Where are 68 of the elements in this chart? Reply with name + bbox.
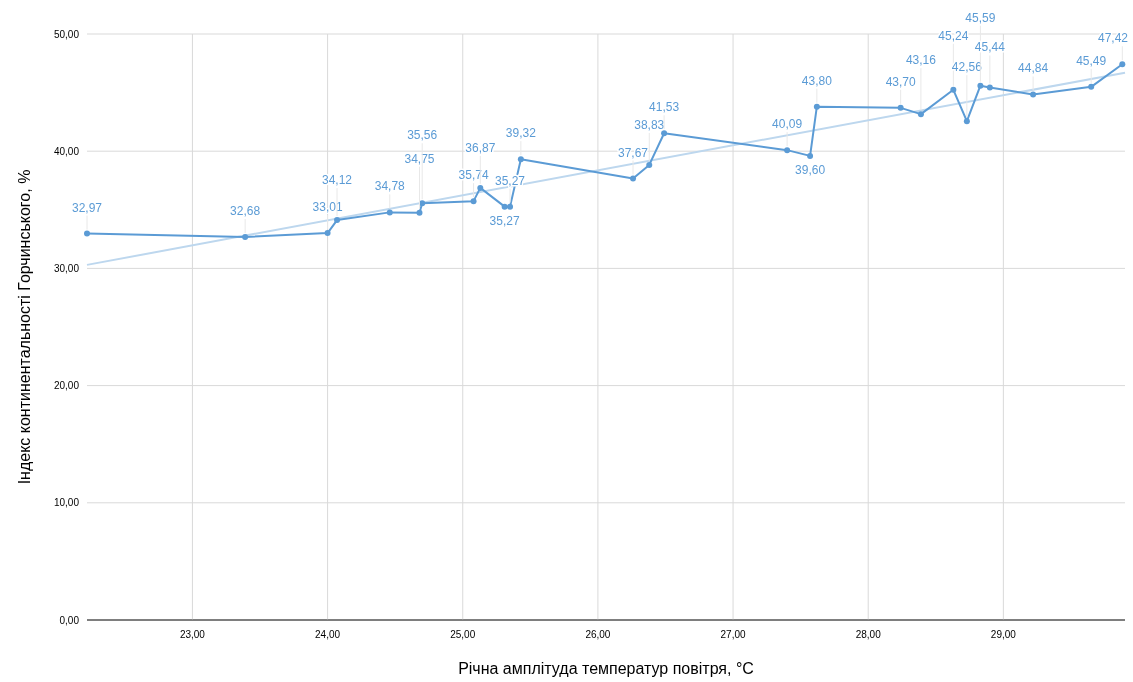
data-label: 35,74 xyxy=(458,168,489,183)
data-label: 42,56 xyxy=(951,60,983,75)
data-label: 43,70 xyxy=(885,74,916,89)
point xyxy=(242,233,249,240)
x-tick-label: 25,00 xyxy=(450,629,476,640)
data-label: 34,75 xyxy=(404,151,435,166)
x-tick-label: 26,00 xyxy=(585,629,611,640)
data-label: 45,44 xyxy=(974,40,1006,55)
data-label: 39,32 xyxy=(505,126,537,141)
point xyxy=(986,84,993,91)
point xyxy=(977,82,984,89)
data-label: 37,67 xyxy=(618,145,649,160)
point xyxy=(507,203,514,210)
data-label: 43,80 xyxy=(801,73,833,88)
point xyxy=(661,130,668,137)
point xyxy=(324,230,331,237)
data-label: 32,68 xyxy=(230,203,261,218)
data-label: 33,01 xyxy=(312,200,343,215)
point xyxy=(517,156,524,163)
data-label: 43,16 xyxy=(905,53,937,68)
point xyxy=(1030,91,1037,98)
y-tick-label: 20,00 xyxy=(53,380,80,392)
x-tick-label: 28,00 xyxy=(855,629,882,640)
y-tick-label: 30,00 xyxy=(53,262,80,274)
point xyxy=(897,104,904,111)
point xyxy=(416,209,423,216)
data-label: 32,97 xyxy=(71,200,103,215)
data-label: 41,53 xyxy=(649,100,680,115)
data-label: 38,83 xyxy=(634,117,665,132)
point xyxy=(917,111,924,118)
point xyxy=(470,198,477,205)
point xyxy=(963,118,970,125)
data-label: 44,84 xyxy=(1018,61,1049,76)
data-label: 39,60 xyxy=(795,162,826,177)
point xyxy=(807,152,814,159)
y-tick-label: 40,00 xyxy=(53,145,80,157)
point xyxy=(419,200,426,207)
data-label: 36,87 xyxy=(465,140,496,155)
y-tick-label: 50,00 xyxy=(53,28,80,40)
data-label: 35,27 xyxy=(489,213,520,228)
point xyxy=(1088,83,1095,90)
x-tick-label: 24,00 xyxy=(315,629,341,640)
x-tick-label: 27,00 xyxy=(720,629,746,640)
data-label: 45,59 xyxy=(965,10,996,25)
data-label: 34,12 xyxy=(322,173,353,188)
x-axis-title: Річна амплітуда температур повітря, °C xyxy=(458,660,754,677)
point xyxy=(784,147,791,154)
data-label: 45,49 xyxy=(1076,53,1107,68)
data-label: 45,24 xyxy=(938,28,969,43)
data-label: 40,09 xyxy=(772,117,803,132)
point xyxy=(646,161,653,168)
point xyxy=(501,203,508,210)
point xyxy=(630,175,637,182)
point xyxy=(334,217,341,224)
x-tick-label: 23,00 xyxy=(179,629,206,640)
point xyxy=(813,103,820,110)
point xyxy=(1119,61,1126,68)
x-tick-label: 29,00 xyxy=(990,629,1017,640)
y-tick-label: 10,00 xyxy=(53,497,80,509)
y-tick-label: 0,00 xyxy=(59,614,80,626)
y-axis-title: Індекс континентальності Горчинського, % xyxy=(16,169,33,485)
point xyxy=(84,230,90,237)
data-label: 34,78 xyxy=(374,179,406,194)
data-label: 35,56 xyxy=(407,128,438,143)
point xyxy=(950,86,957,93)
point xyxy=(477,184,484,191)
point xyxy=(386,209,393,216)
data-label: 47,42 xyxy=(1097,31,1129,46)
